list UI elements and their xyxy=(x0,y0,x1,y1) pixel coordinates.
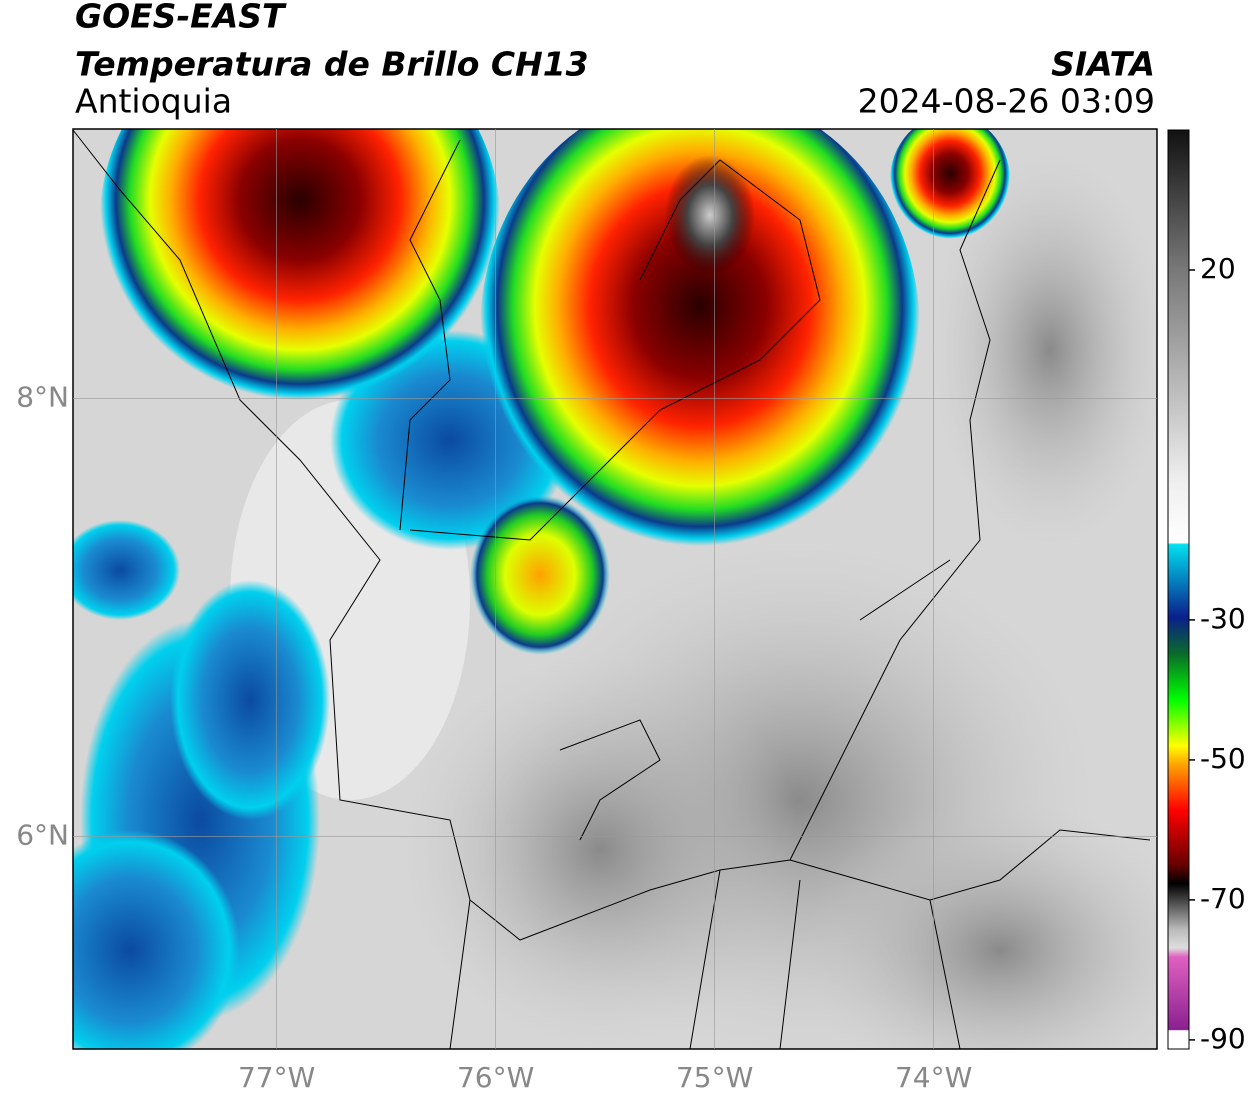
source: SIATA xyxy=(1051,45,1155,84)
y-tick-label: 8°N xyxy=(16,380,69,413)
map-image xyxy=(73,129,1157,1049)
datetime: 2024-08-26 03:09 xyxy=(858,82,1155,121)
colorbar-tick-label: -30 xyxy=(1200,602,1246,635)
region: Antioquia xyxy=(75,82,232,121)
subtitle: Temperatura de Brillo CH13 xyxy=(75,45,589,84)
y-tick-label: 6°N xyxy=(16,819,69,852)
colorbar-tick-label: -70 xyxy=(1200,882,1246,915)
map-frame xyxy=(72,128,1158,1050)
colorbar xyxy=(1167,129,1190,1050)
colorbar-tick-label: 20 xyxy=(1200,252,1236,285)
x-tick-label: 75°W xyxy=(676,1061,753,1094)
title: GOES-EAST xyxy=(75,0,287,36)
x-tick-label: 77°W xyxy=(238,1061,315,1094)
colorbar-tick-label: -90 xyxy=(1200,1022,1246,1055)
x-tick-label: 74°W xyxy=(895,1061,972,1094)
colorbar-tick-label: -50 xyxy=(1200,742,1246,775)
x-tick-label: 76°W xyxy=(457,1061,534,1094)
